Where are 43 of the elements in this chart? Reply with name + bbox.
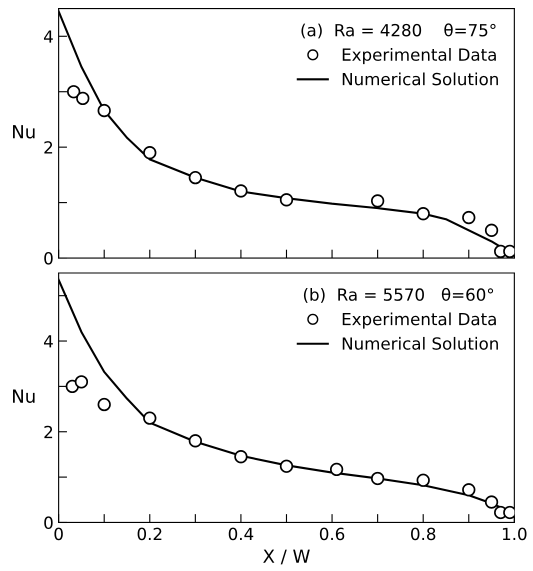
point <box>280 460 294 473</box>
point <box>484 224 498 237</box>
y-axis-title: Nu <box>13 125 35 139</box>
legend-label: Numerical Solution <box>342 336 498 350</box>
y-tick-label: 0 <box>44 252 53 265</box>
point <box>416 207 430 220</box>
point <box>143 412 156 425</box>
point <box>370 194 384 208</box>
x-tick-label: 0 <box>54 528 63 540</box>
x-tick-label: 1.0 <box>502 528 526 540</box>
legend-label: Experimental Data <box>342 312 496 329</box>
y-axis-title: Nu <box>13 390 35 403</box>
point <box>188 171 202 184</box>
point <box>462 483 476 496</box>
y-tick-label: 2 <box>44 426 52 438</box>
legend-label: Numerical Solution <box>342 72 498 86</box>
point <box>234 184 248 198</box>
y-tick-label: 4 <box>44 335 53 348</box>
point <box>74 375 88 388</box>
x-axis-title: X / W <box>263 550 310 564</box>
x-tick-label: 0.6 <box>320 528 344 540</box>
point <box>143 146 156 160</box>
x-tick-label: 0.8 <box>411 528 436 540</box>
x-tick-label: 0.4 <box>228 528 254 540</box>
legend-label: Experimental Data <box>342 48 496 64</box>
point <box>98 398 111 412</box>
point <box>462 210 476 224</box>
point <box>280 193 294 206</box>
point <box>484 495 498 509</box>
point <box>416 474 430 487</box>
legend-title: (a) Ra = 4280 θ=75° <box>301 23 496 38</box>
legend-title: (b) Ra = 5570 θ=60° <box>304 288 494 303</box>
y-tick-label: 4 <box>44 30 53 43</box>
point <box>330 462 344 476</box>
y-tick-label: 0 <box>44 516 53 530</box>
point <box>67 85 80 98</box>
x-tick-label: 0.2 <box>138 528 162 540</box>
point <box>98 104 111 118</box>
point <box>370 472 384 486</box>
point <box>76 92 90 106</box>
point <box>188 434 202 448</box>
y-tick-label: 2 <box>44 141 52 154</box>
point <box>234 450 248 464</box>
